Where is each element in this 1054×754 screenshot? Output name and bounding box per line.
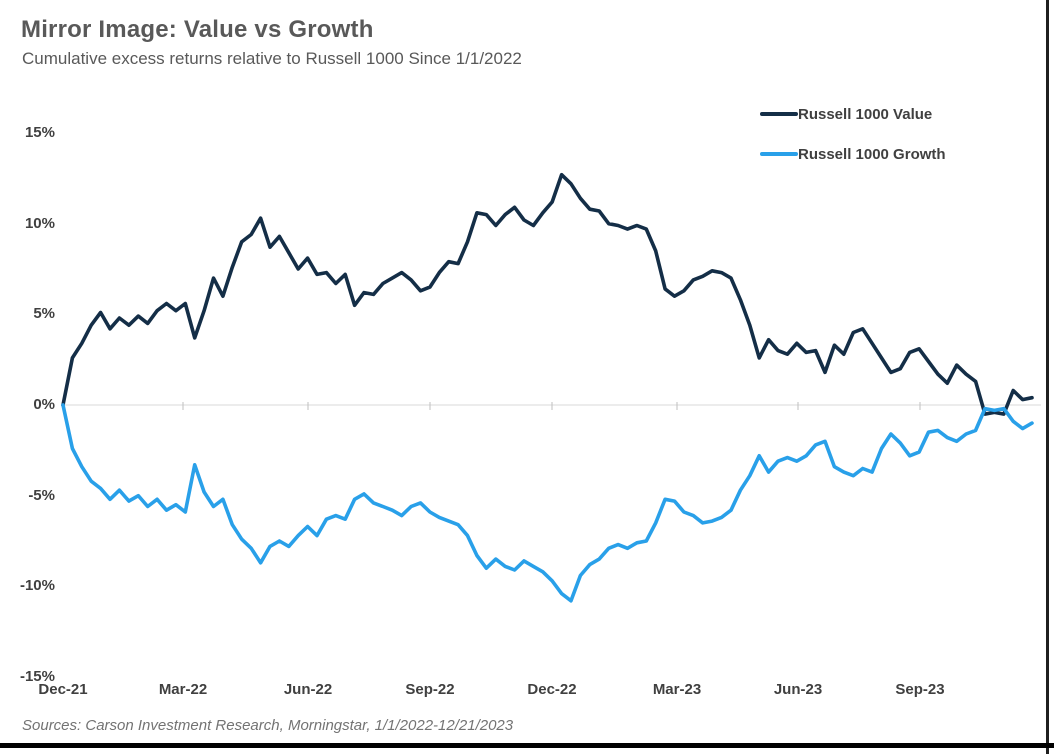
x-tick-label: Mar-23 — [652, 681, 702, 698]
legend-series-label: Russell 1000 Growth — [798, 145, 946, 163]
x-tick-label: Mar-22 — [158, 681, 208, 698]
frame-right-border — [1046, 0, 1049, 754]
y-tick-label: -5% — [28, 486, 55, 504]
y-tick-label: 10% — [24, 214, 55, 232]
y-tick-label: 5% — [33, 305, 55, 323]
chart-legend: Russell 1000 Value Russell 1000 Growth — [760, 106, 946, 186]
legend-item: Russell 1000 Value — [760, 105, 946, 123]
x-tick-label: Jun-23 — [773, 681, 823, 698]
legend-series-label: Russell 1000 Value — [798, 105, 933, 123]
growth-series-line — [61, 403, 1034, 603]
x-tick-label: Dec-22 — [527, 681, 577, 698]
chart-title: Mirror Image: Value vs Growth — [21, 16, 374, 43]
y-tick-label: -15% — [19, 667, 55, 685]
legend-line-swatch — [760, 152, 798, 156]
frame-bottom-border — [0, 743, 1054, 748]
chart-subtitle: Cumulative excess returns relative to Ru… — [22, 49, 522, 68]
x-tick-label: Sep-23 — [895, 681, 945, 698]
legend-item: Russell 1000 Growth — [760, 145, 946, 163]
y-tick-label: -10% — [19, 577, 55, 595]
x-tick-label: Dec-21 — [38, 681, 88, 698]
y-tick-label: 15% — [24, 124, 55, 141]
y-tick-label: 0% — [33, 396, 55, 413]
source-note: Sources: Carson Investment Research, Mor… — [22, 717, 514, 734]
legend-line-swatch — [760, 112, 798, 116]
value-series-line — [61, 172, 1034, 416]
x-tick-label: Sep-22 — [405, 681, 455, 698]
x-tick-label: Jun-22 — [283, 681, 333, 698]
